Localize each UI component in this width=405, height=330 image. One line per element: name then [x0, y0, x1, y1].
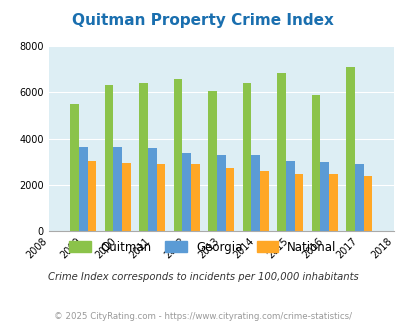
Legend: Quitman, Georgia, National: Quitman, Georgia, National	[64, 236, 341, 258]
Bar	[104, 85, 113, 231]
Bar	[70, 104, 79, 231]
Bar	[354, 164, 363, 231]
Bar	[251, 155, 260, 231]
Bar	[216, 155, 225, 231]
Bar	[79, 147, 87, 231]
Bar	[320, 162, 328, 231]
Bar	[173, 79, 182, 231]
Bar	[147, 148, 156, 231]
Bar	[122, 163, 130, 231]
Bar	[182, 153, 191, 231]
Bar	[363, 176, 371, 231]
Bar	[208, 91, 216, 231]
Bar	[156, 164, 165, 231]
Bar	[242, 83, 251, 231]
Bar	[311, 95, 320, 231]
Bar	[345, 67, 354, 231]
Bar	[294, 174, 303, 231]
Bar	[260, 171, 268, 231]
Text: © 2025 CityRating.com - https://www.cityrating.com/crime-statistics/: © 2025 CityRating.com - https://www.city…	[54, 312, 351, 321]
Bar	[328, 174, 337, 231]
Bar	[139, 83, 147, 231]
Bar	[87, 161, 96, 231]
Bar	[277, 73, 285, 231]
Bar	[113, 147, 122, 231]
Text: Quitman Property Crime Index: Quitman Property Crime Index	[72, 13, 333, 28]
Bar	[285, 161, 294, 231]
Bar	[225, 168, 234, 231]
Bar	[191, 164, 199, 231]
Text: Crime Index corresponds to incidents per 100,000 inhabitants: Crime Index corresponds to incidents per…	[47, 272, 358, 282]
